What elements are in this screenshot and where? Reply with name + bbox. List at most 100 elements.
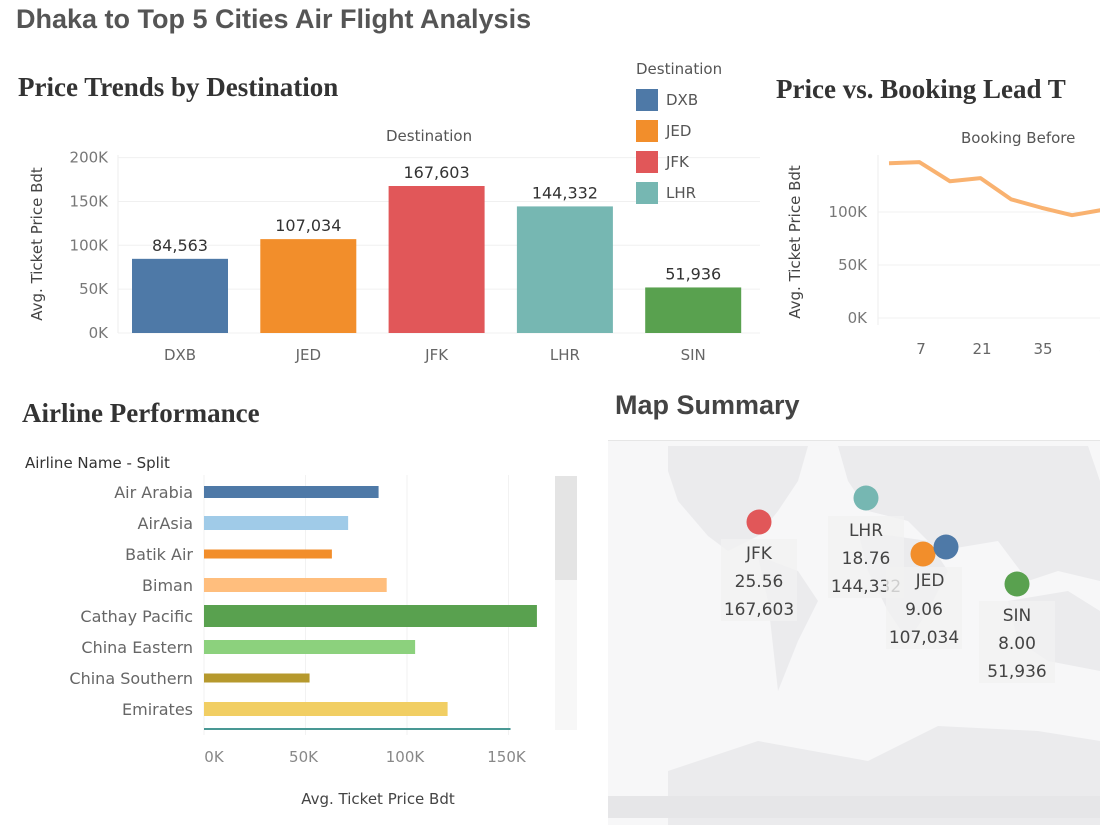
- bar-china-eastern: [204, 640, 416, 654]
- bar-jfk: [388, 186, 485, 333]
- y-tick-label: China Southern: [69, 669, 193, 688]
- data-label: 107,034: [275, 216, 341, 235]
- partial-bar: [204, 728, 511, 730]
- y-tick-label: AirAsia: [138, 514, 194, 533]
- map-label-price: 167,603: [724, 600, 794, 620]
- x-tick-label: 21: [972, 340, 991, 358]
- scrollbar-thumb[interactable]: [555, 476, 577, 580]
- bar-biman: [204, 578, 387, 592]
- legend-label: LHR: [666, 183, 697, 202]
- map-label-code: JFK: [745, 544, 773, 564]
- data-label: 167,603: [404, 163, 470, 182]
- legend-title: Destination: [636, 60, 723, 78]
- legend-swatch: [636, 181, 658, 204]
- legend-item-jed[interactable]: JED: [636, 115, 722, 146]
- map-label-box: [721, 539, 797, 621]
- y-tick-label: Air Arabia: [114, 483, 193, 502]
- map-label-code: LHR: [849, 521, 883, 541]
- legend-label: JFK: [666, 152, 689, 171]
- map-label-metric: 25.56: [735, 572, 784, 592]
- north-america: [668, 446, 808, 551]
- x-tick-label: 50K: [289, 748, 319, 766]
- eurasia: [838, 446, 1100, 581]
- scrollbar-track[interactable]: [555, 580, 577, 730]
- dashboard-title: Dhaka to Top 5 Cities Air Flight Analysi…: [16, 4, 532, 34]
- map-summary[interactable]: JFK 25.56 167,603 LHR 18.76 144,332 JED 9.06 107…: [608, 441, 1100, 825]
- legend-swatch: [636, 119, 658, 142]
- bar-header: Destination: [386, 127, 473, 145]
- bar-air-arabia: [204, 486, 379, 498]
- map-label-code: SIN: [1003, 606, 1032, 626]
- bar-batik-air: [204, 549, 332, 559]
- y-tick-label: Cathay Pacific: [80, 607, 193, 626]
- legend-item-dxb[interactable]: DXB: [636, 84, 722, 115]
- y-tick-label: 50K: [79, 280, 109, 298]
- map-label-metric: 9.06: [905, 600, 943, 620]
- y-tick-label: 0K: [89, 324, 110, 342]
- y-tick-label: 100K: [70, 236, 110, 254]
- bar-dxb: [132, 258, 228, 333]
- map-label-box: [979, 601, 1055, 683]
- divider: [608, 440, 1100, 441]
- y-tick-label: 100K: [829, 203, 869, 221]
- map-label-metric: 18.76: [842, 549, 891, 569]
- y-axis-title: Avg. Ticket Price Bdt: [786, 165, 804, 319]
- legend-item-jfk[interactable]: JFK: [636, 146, 722, 177]
- data-label: 144,332: [532, 183, 598, 202]
- airline-header: Airline Name - Split: [25, 454, 170, 472]
- legend-label: JED: [666, 121, 692, 140]
- y-tick-label: Biman: [142, 576, 193, 595]
- map-label-price: 144,332: [831, 577, 901, 597]
- x-axis-title: Avg. Ticket Price Bdt: [301, 790, 455, 808]
- y-tick-label: 200K: [70, 149, 110, 167]
- y-tick-label: Emirates: [122, 700, 193, 719]
- destination-legend: Destination DXB JED JFK LHR: [636, 60, 722, 208]
- x-tick-label: 0K: [204, 748, 225, 766]
- map-scroll-track: [608, 796, 1100, 818]
- map-point-lhr: [853, 485, 879, 511]
- legend-item-lhr[interactable]: LHR: [636, 177, 722, 208]
- x-tick-label: 35: [1033, 340, 1052, 358]
- map-point-jed: [910, 541, 936, 567]
- x-tick-label: 150K: [487, 748, 527, 766]
- y-tick-label: 0K: [848, 309, 869, 327]
- map-point-dxb: [933, 534, 959, 560]
- x-tick-label: JFK: [424, 346, 449, 364]
- x-tick-label: SIN: [681, 346, 706, 364]
- bar-sin: [645, 287, 742, 333]
- bar-jed: [260, 239, 357, 333]
- bar-airasia: [204, 516, 349, 530]
- map-title: Map Summary: [615, 390, 800, 420]
- legend-label: DXB: [666, 90, 699, 109]
- legend-swatch: [636, 88, 658, 111]
- x-tick-label: JED: [295, 346, 321, 364]
- airline-performance-title: Airline Performance: [22, 398, 260, 428]
- x-tick-label: DXB: [164, 346, 196, 364]
- airline-performance-chart: 0K 50K 100K 150K Air Arabia AirAsia Batik Air B…: [69, 475, 537, 808]
- map-point-jfk: [746, 509, 772, 535]
- x-tick-label: 7: [916, 340, 926, 358]
- y-tick-label: China Eastern: [81, 638, 193, 657]
- price-line: [888, 160, 1100, 218]
- y-axis-title: Avg. Ticket Price Bdt: [28, 167, 46, 321]
- price-trends-title: Price Trends by Destination: [18, 72, 339, 102]
- map-label-box: [886, 567, 962, 649]
- line-header: Booking Before: [961, 129, 1076, 147]
- map-label-price: 51,936: [987, 662, 1046, 682]
- bar-cathay-pacific: [204, 605, 537, 627]
- y-tick-label: 150K: [70, 192, 110, 210]
- bar-emirates: [204, 702, 448, 716]
- y-tick-label: 50K: [838, 256, 868, 274]
- x-tick-label: LHR: [550, 346, 580, 364]
- price-trends-chart: 0K 50K 100K 150K 200K Avg. Ticket Price Bdt 84…: [28, 149, 760, 364]
- legend-swatch: [636, 150, 658, 173]
- y-tick-label: Batik Air: [125, 545, 193, 564]
- map-label-metric: 8.00: [998, 634, 1036, 654]
- data-label: 51,936: [665, 264, 721, 283]
- x-tick-label: 100K: [386, 748, 426, 766]
- lead-time-title: Price vs. Booking Lead T: [776, 74, 1066, 104]
- map-label-code: JED: [915, 571, 945, 591]
- data-label: 84,563: [152, 236, 208, 255]
- map-point-sin: [1004, 571, 1030, 597]
